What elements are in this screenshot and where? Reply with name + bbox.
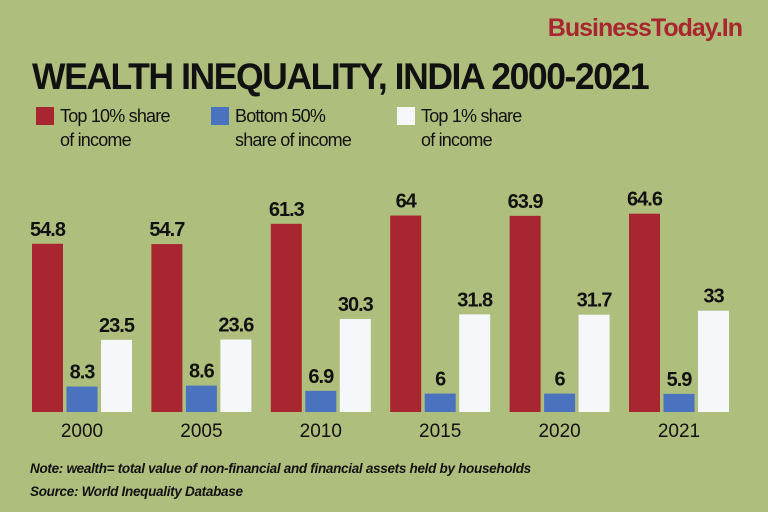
x-tick-label: 2000 <box>61 421 103 442</box>
data-label: 23.5 <box>99 315 135 337</box>
x-tick-label: 2005 <box>180 421 222 442</box>
x-tick-label: 2020 <box>538 421 580 442</box>
legend-label: of income <box>421 130 493 150</box>
data-label: 31.7 <box>577 290 613 312</box>
bar-2000-1 <box>66 386 98 412</box>
bar-2020-1 <box>544 393 576 412</box>
data-label: 54.7 <box>149 219 185 241</box>
x-tick-label: 2021 <box>658 421 700 442</box>
data-label: 23.6 <box>218 315 254 337</box>
legend-top10: Top 10% share of income <box>36 104 210 152</box>
bar-2020-2 <box>578 314 610 412</box>
bar-2015-0 <box>390 215 422 412</box>
legend-top1: Top 1% share of income <box>397 104 571 152</box>
data-label: 6 <box>435 369 446 391</box>
data-label: 54.8 <box>30 219 66 241</box>
data-label: 8.6 <box>189 361 215 383</box>
source-text: Source: World Inequality Database <box>30 484 243 499</box>
legend-label: share of income <box>235 130 352 150</box>
x-tick-label: 2010 <box>300 421 342 442</box>
bar-2000-2 <box>101 339 132 412</box>
bar-2015-2 <box>459 314 491 412</box>
bar-2020-0 <box>509 215 541 412</box>
data-label: 8.3 <box>70 362 96 384</box>
chart-title: WEALTH INEQUALITY, INDIA 2000-2021 <box>32 56 650 97</box>
bar-2010-1 <box>305 390 337 412</box>
data-label: 33 <box>703 286 724 308</box>
legend-swatch-white <box>397 107 415 125</box>
legend-label: of income <box>60 130 132 150</box>
data-label: 64 <box>396 191 418 213</box>
legend-label: Top 10% share <box>60 106 170 126</box>
data-label: 31.8 <box>457 289 493 311</box>
data-label: 64.6 <box>627 189 663 211</box>
data-label: 6.9 <box>308 366 334 388</box>
bar-2010-0 <box>270 223 302 412</box>
legend-label: Top 1% share <box>421 106 522 126</box>
note-text: Note: wealth= total value of non-financi… <box>30 461 531 476</box>
legend-swatch-blue <box>211 107 229 125</box>
data-label: 30.3 <box>338 294 374 316</box>
data-label: 61.3 <box>269 199 305 221</box>
bar-2010-2 <box>339 318 371 412</box>
bar-2015-1 <box>424 393 456 412</box>
businesstoday-logo: BusinessToday.In <box>547 14 743 42</box>
x-tick-label: 2015 <box>419 421 461 442</box>
legend-bottom50: Bottom 50% share of income <box>211 104 385 152</box>
bar-2021-2 <box>698 310 729 412</box>
bar-2000-0 <box>32 243 63 412</box>
bar-2005-1 <box>185 385 217 412</box>
legend-swatch-red <box>36 107 54 125</box>
data-label: 5.9 <box>667 369 693 391</box>
legend-label: Bottom 50% <box>235 106 326 126</box>
bar-2005-0 <box>151 244 183 412</box>
data-label: 6 <box>555 369 566 391</box>
bar-2021-1 <box>663 393 695 412</box>
bar-2005-2 <box>220 339 252 412</box>
bar-2021-0 <box>629 213 660 412</box>
data-label: 63.9 <box>508 191 544 213</box>
